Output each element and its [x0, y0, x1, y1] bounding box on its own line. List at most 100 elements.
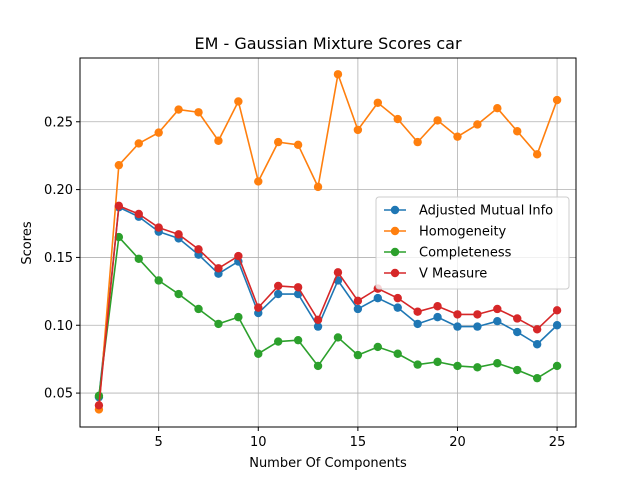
data-point-completeness — [94, 391, 104, 400]
x-tick-label: 5 — [155, 435, 163, 450]
data-point-v-measure — [532, 325, 542, 334]
x-tick-label: 15 — [350, 435, 367, 450]
data-point-homogeneity — [473, 120, 482, 129]
data-point-homogeneity — [114, 160, 124, 170]
data-point-v-measure — [134, 209, 143, 219]
data-point-completeness — [393, 349, 402, 358]
data-point-v-measure — [274, 281, 283, 291]
data-point-v-measure — [453, 310, 462, 319]
data-point-completeness — [473, 363, 482, 372]
data-point-completeness — [254, 349, 263, 358]
data-point-homogeneity — [154, 128, 163, 137]
data-point-homogeneity — [513, 127, 522, 136]
legend: Adjusted Mutual Info Homogeneity Completen… — [375, 196, 570, 290]
y-tick-label: 0.15 — [44, 251, 73, 266]
data-point-v-measure — [552, 306, 562, 315]
data-point-v-measure — [214, 264, 223, 273]
y-tick-label: 0.20 — [44, 183, 73, 198]
data-point-homogeneity — [353, 125, 363, 135]
data-point-homogeneity — [493, 103, 502, 113]
series-completeness — [94, 232, 562, 400]
data-point-completeness — [433, 357, 442, 367]
legend-box — [375, 196, 570, 290]
data-point-adjusted-mutual-info — [433, 312, 442, 322]
data-point-homogeneity — [433, 116, 442, 125]
data-point-v-measure — [114, 201, 124, 211]
data-point-v-measure — [393, 293, 402, 303]
data-point-completeness — [214, 319, 223, 329]
data-point-v-measure — [473, 310, 482, 319]
data-point-completeness — [513, 365, 522, 375]
data-point-completeness — [174, 289, 183, 299]
data-point-homogeneity — [234, 97, 243, 106]
y-tick-label: 0.05 — [44, 387, 73, 402]
series-v-measure — [94, 201, 562, 410]
data-point-adjusted-mutual-info — [552, 321, 562, 330]
data-point-completeness — [234, 312, 243, 322]
data-point-v-measure — [174, 230, 183, 239]
data-point-completeness — [413, 360, 422, 369]
data-point-adjusted-mutual-info — [473, 322, 482, 331]
data-point-v-measure — [194, 245, 203, 254]
data-point-v-measure — [333, 268, 343, 277]
data-point-homogeneity — [174, 105, 183, 114]
data-point-completeness — [373, 342, 382, 352]
data-point-completeness — [114, 232, 124, 242]
data-point-homogeneity — [134, 139, 143, 148]
x-tick-label: 10 — [250, 435, 267, 450]
data-point-adjusted-mutual-info — [393, 303, 402, 312]
chart-title: EM - Gaussian Mixture Scores car — [194, 34, 461, 53]
data-point-homogeneity — [552, 95, 562, 105]
data-point-homogeneity — [313, 182, 323, 192]
legend-marker — [390, 226, 400, 236]
legend-label: Completeness — [419, 246, 512, 261]
grid — [80, 58, 576, 427]
data-point-adjusted-mutual-info — [453, 322, 462, 331]
data-point-homogeneity — [413, 137, 422, 147]
legend-label: Adjusted Mutual Info — [419, 204, 553, 219]
data-point-adjusted-mutual-info — [493, 316, 502, 326]
data-point-v-measure — [353, 296, 363, 306]
series-homogeneity — [94, 70, 562, 414]
data-point-adjusted-mutual-info — [373, 293, 382, 303]
data-point-completeness — [134, 254, 143, 263]
legend-marker — [390, 205, 400, 215]
legend-item: Homogeneity — [384, 225, 507, 240]
data-point-v-measure — [313, 315, 323, 325]
data-point-v-measure — [493, 304, 502, 314]
data-point-homogeneity — [194, 108, 203, 117]
data-point-completeness — [353, 350, 363, 360]
data-point-v-measure — [94, 401, 104, 410]
legend-marker — [390, 268, 400, 278]
data-point-adjusted-mutual-info — [413, 319, 422, 329]
data-point-homogeneity — [333, 70, 343, 79]
x-tick-label: 20 — [449, 435, 466, 450]
x-tick-label: 25 — [549, 435, 566, 450]
data-point-completeness — [532, 373, 542, 383]
legend-item: Adjusted Mutual Info — [384, 204, 553, 219]
data-point-completeness — [493, 359, 502, 368]
data-point-v-measure — [234, 251, 243, 261]
data-point-v-measure — [433, 302, 442, 311]
plot-frame — [79, 57, 577, 428]
data-point-v-measure — [154, 223, 163, 232]
data-point-homogeneity — [274, 137, 283, 147]
data-point-completeness — [313, 361, 323, 371]
data-point-completeness — [154, 276, 163, 285]
data-point-v-measure — [413, 307, 422, 316]
data-point-completeness — [453, 361, 462, 371]
legend-item: V Measure — [384, 267, 487, 282]
data-point-adjusted-mutual-info — [313, 322, 323, 331]
data-point-homogeneity — [293, 140, 303, 150]
data-point-v-measure — [254, 303, 263, 312]
data-point-completeness — [333, 333, 343, 342]
y-axis-title: Scores — [20, 221, 35, 264]
data-point-completeness — [552, 361, 562, 371]
series-layer — [94, 70, 562, 414]
data-point-homogeneity — [532, 150, 542, 159]
data-point-adjusted-mutual-info — [274, 289, 283, 299]
data-point-completeness — [293, 335, 303, 345]
data-point-homogeneity — [254, 177, 263, 186]
data-point-adjusted-mutual-info — [532, 340, 542, 349]
